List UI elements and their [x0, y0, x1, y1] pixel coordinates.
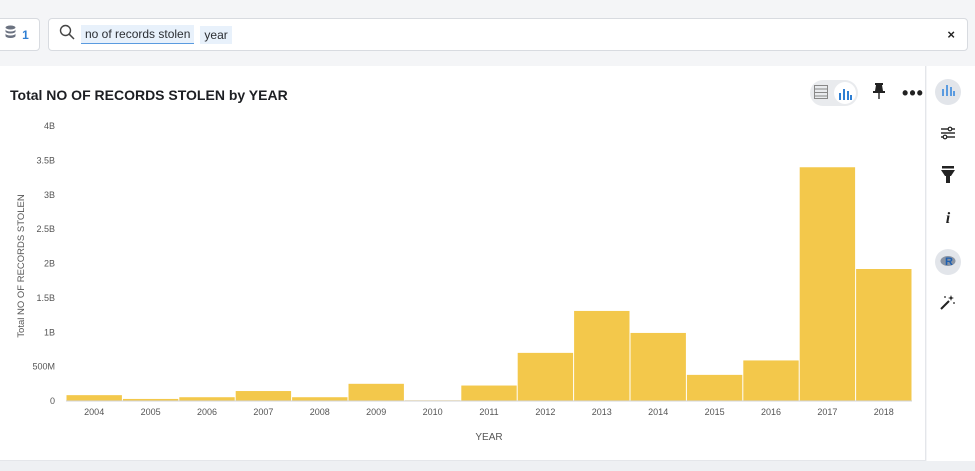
bar-chart: 0 500M 1B 1.5B 2B 2.5B 3B 3.5B 4B 2004 2005 2006 20…	[16, 121, 912, 443]
x-tick-label: 2007	[253, 407, 273, 417]
chart-config-button[interactable]	[935, 79, 961, 105]
bottom-strip	[0, 461, 975, 471]
y-axis-label: Total NO OF RECORDS STOLEN	[16, 194, 27, 338]
r-label: R	[945, 256, 953, 268]
filter-button[interactable]	[935, 164, 961, 190]
y-tick-label: 1B	[44, 327, 55, 337]
clear-search-button[interactable]: ×	[947, 27, 955, 42]
x-tick-label: 2016	[761, 407, 781, 417]
magic-wand-button[interactable]	[935, 291, 961, 317]
search-token-records[interactable]: no of records stolen	[81, 25, 195, 44]
y-tick-label: 4B	[44, 121, 55, 131]
bar-2005[interactable]	[122, 398, 179, 401]
search-bar-area: 1 no of records stolen year ×	[0, 0, 975, 62]
r-analysis-icon: R	[940, 255, 956, 269]
bar-2008[interactable]	[292, 397, 348, 401]
search-input[interactable]: no of records stolen year ×	[48, 18, 968, 51]
search-icon	[59, 24, 75, 45]
table-icon[interactable]	[814, 85, 828, 104]
x-tick-label: 2017	[817, 407, 837, 417]
bar-2009[interactable]	[348, 383, 404, 401]
bar-2015[interactable]	[686, 374, 743, 401]
bar-2004[interactable]	[66, 395, 122, 401]
search-token-year[interactable]: year	[200, 25, 232, 44]
x-tick-label: 2014	[648, 407, 668, 417]
database-icon	[5, 25, 16, 44]
bar-2018[interactable]	[856, 269, 912, 401]
x-tick-label: 2012	[535, 407, 555, 417]
info-button[interactable]: i	[935, 206, 961, 232]
pin-button[interactable]	[866, 80, 892, 106]
x-tick-label: 2005	[141, 407, 161, 417]
y-tick-label: 1.5B	[36, 293, 55, 303]
x-axis-label: YEAR	[475, 432, 502, 443]
x-tick-label: 2006	[197, 407, 217, 417]
pin-icon	[873, 82, 885, 104]
datasource-count: 1	[22, 27, 29, 42]
chart-icon	[941, 83, 955, 101]
x-tick-label: 2004	[84, 407, 104, 417]
magic-wand-icon	[940, 294, 956, 315]
more-options-button[interactable]: •••	[902, 82, 924, 103]
x-tick-label: 2013	[592, 407, 612, 417]
settings-button[interactable]	[935, 122, 961, 148]
right-rail: i R	[927, 66, 975, 461]
y-tick-label: 3B	[44, 190, 55, 200]
x-tick-label: 2011	[479, 407, 498, 417]
y-tick-label: 0	[50, 396, 55, 406]
filter-icon	[941, 165, 955, 189]
y-tick-label: 3.5B	[36, 155, 55, 165]
bar-2016[interactable]	[743, 360, 799, 401]
info-icon: i	[945, 210, 951, 227]
r-analysis-button[interactable]: R	[935, 249, 961, 275]
x-tick-label: 2009	[366, 407, 386, 417]
chart-toolbar: •••	[810, 80, 926, 106]
x-tick-label: 2008	[310, 407, 330, 417]
datasource-button[interactable]: 1	[0, 18, 40, 51]
bar-2017[interactable]	[799, 167, 856, 401]
settings-sliders-icon	[941, 126, 955, 145]
table-chart-toggle[interactable]	[810, 80, 858, 106]
x-tick-label: 2010	[423, 407, 443, 417]
y-tick-label: 500M	[32, 362, 55, 372]
bar-2007[interactable]	[235, 391, 292, 401]
bar-2014[interactable]	[630, 332, 686, 401]
bar-chart-icon[interactable]	[834, 82, 856, 104]
y-tick-label: 2B	[44, 259, 55, 269]
bar-2011[interactable]	[461, 385, 517, 401]
x-tick-label: 2018	[874, 407, 894, 417]
chart-title: Total NO OF RECORDS STOLEN by YEAR	[10, 87, 288, 103]
bar-2006[interactable]	[179, 397, 235, 401]
bar-2013[interactable]	[574, 310, 630, 401]
y-tick-label: 2.5B	[36, 224, 55, 234]
bar-2012[interactable]	[517, 352, 574, 401]
x-tick-label: 2015	[705, 407, 725, 417]
chart-card: Total NO OF RECORDS STOLEN by YEAR	[0, 66, 926, 461]
